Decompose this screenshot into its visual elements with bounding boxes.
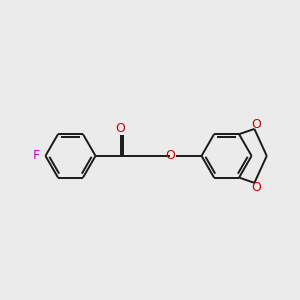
Text: O: O	[251, 118, 261, 131]
Text: O: O	[116, 122, 125, 135]
Text: O: O	[165, 149, 175, 162]
Text: F: F	[32, 149, 40, 162]
Text: O: O	[251, 181, 261, 194]
